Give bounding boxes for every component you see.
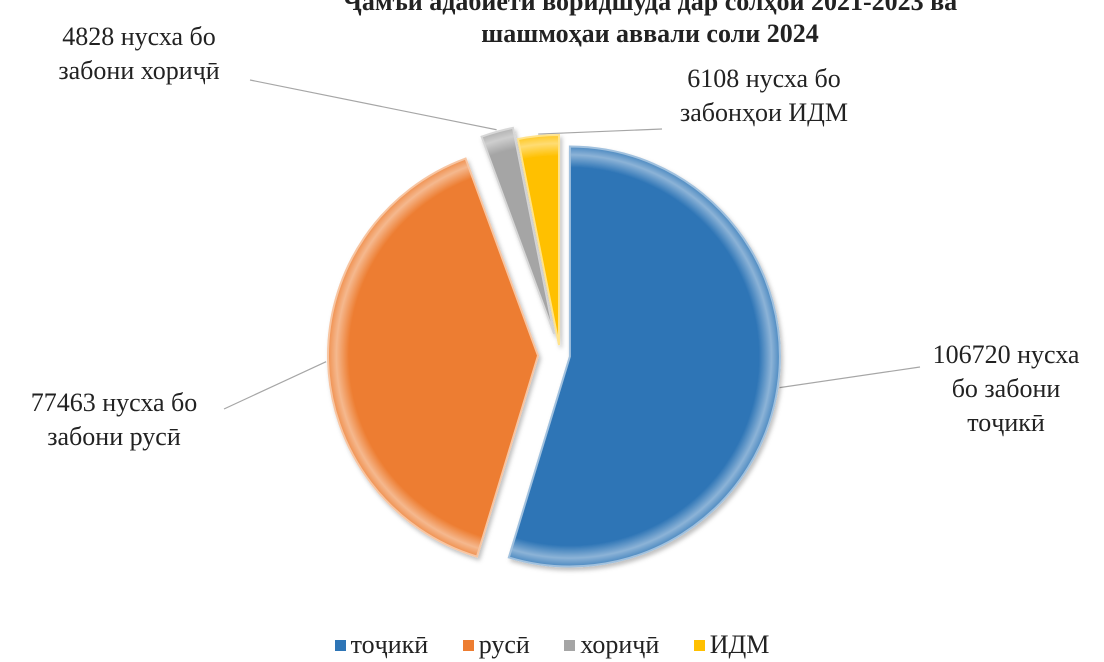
leader-line-russian [223,361,327,410]
legend-item-foreign: хориҷӣ [564,630,659,660]
pie-slice-cis [516,134,561,346]
leader-line-foreign [249,79,497,131]
legend-label-foreign: хориҷӣ [580,630,660,659]
leader-lines [223,79,921,410]
leader-line-tajik [779,366,921,389]
legend-label-tajik: тоҷикӣ [350,630,429,659]
data-label-foreign: 4828 нусха бо забони хориҷӣ [18,20,260,88]
leader-line-cis [538,128,663,135]
legend-item-russian: русӣ [462,630,530,660]
data-label-foreign-line-1: 4828 нусха бо [62,22,216,51]
chart-title-line-2: шашмоҳаи аввали соли 2024 [481,19,819,48]
data-label-cis-line-1: 6108 нусха бо [687,64,841,93]
legend-item-tajik: тоҷикӣ [334,630,429,660]
data-label-russian-line-2: забони русӣ [47,422,181,451]
chart-title-line-1: Ҷамъи адабиёти воридшуда дар солҳои 2021… [342,0,958,16]
data-label-russian-line-1: 77463 нусха бо [30,388,198,417]
data-label-tajik-line-3: тоҷикӣ [967,408,1045,437]
legend-item-cis: ИДМ [693,630,770,660]
pie-slice-foreign [480,126,556,335]
data-label-russian: 77463 нусха бо забони русӣ [4,386,224,454]
legend-swatch-tajik [334,640,346,651]
pie-slices [327,126,781,568]
data-label-tajik-line-2: бо забони [951,374,1061,403]
data-label-foreign-line-2: забони хориҷӣ [58,56,220,85]
legend-swatch-russian [462,640,474,651]
data-label-tajik: 106720 нусха бо забони тоҷикӣ [908,338,1104,440]
legend: тоҷикӣ русӣ хориҷӣ ИДМ [0,630,1104,660]
pie-slice-russian [327,157,540,558]
legend-swatch-cis [693,640,705,651]
data-label-cis-line-2: забонҳои ИДМ [680,98,848,127]
legend-label-russian: русӣ [478,630,530,659]
chart-title: Ҷамъи адабиёти воридшуда дар солҳои 2021… [240,0,1060,50]
data-label-tajik-line-1: 106720 нусха [932,340,1080,369]
data-label-cis: 6108 нусха бо забонҳои ИДМ [654,62,874,130]
pie-slice-tajik [507,145,781,568]
legend-swatch-foreign [564,640,576,651]
legend-label-cis: ИДМ [709,630,770,659]
